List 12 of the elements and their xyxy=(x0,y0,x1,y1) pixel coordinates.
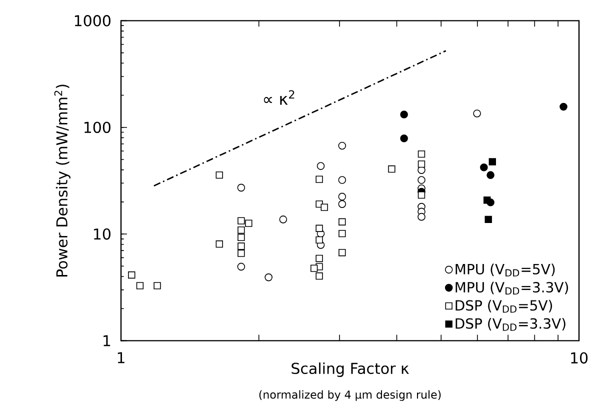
y-tick-label: 100 xyxy=(84,122,110,134)
legend-label: DSP (V$_{DD}$=3.3V) xyxy=(456,318,566,331)
annotation: ∝ κ$^{2}$ xyxy=(264,90,294,105)
x-axis-title: Scaling Factor κ xyxy=(292,362,409,377)
legend-label: MPU (V$_{DD}$=5V) xyxy=(456,264,555,276)
y-tick-label: 10 xyxy=(94,228,110,240)
legend-label: DSP (V$_{DD}$=5V) xyxy=(456,300,552,313)
text: (normalized by 4 μm design rule) xyxy=(259,390,441,401)
legend-label: MPU (V$_{DD}$=3.3V) xyxy=(456,282,568,295)
y-tick-label: 1 xyxy=(104,335,110,346)
y-tick-label: 1000 xyxy=(74,15,110,26)
y-axis-title: Power Density (mW/mm$^{2}$) xyxy=(54,84,70,276)
